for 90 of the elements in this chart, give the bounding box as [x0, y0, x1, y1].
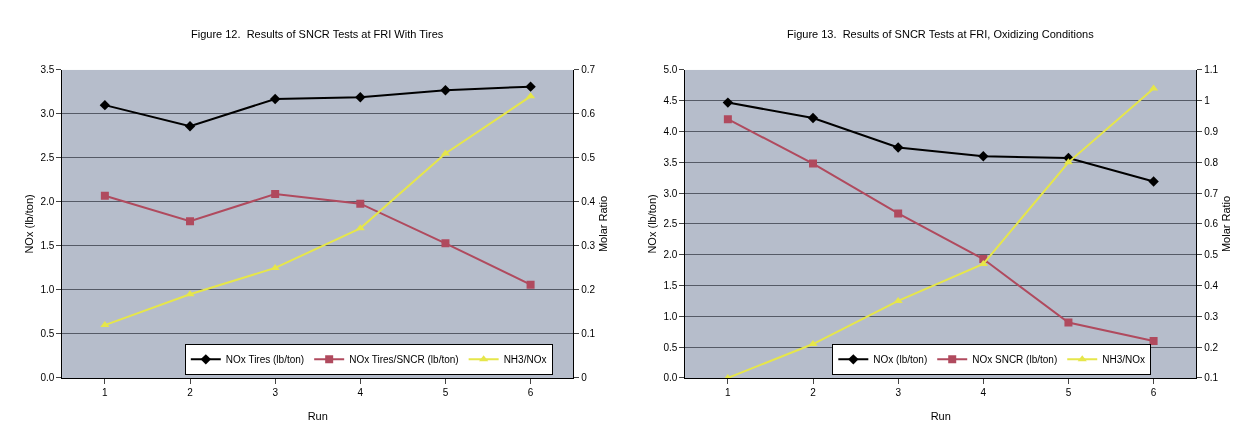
y2-axis-title: Molar Ratio: [1219, 195, 1232, 253]
point: [807, 112, 819, 124]
point: [440, 84, 451, 96]
y-tick-label: 3.0: [663, 187, 678, 199]
y2-tick-label: 0.3: [1204, 310, 1219, 322]
point: [809, 159, 818, 168]
point: [526, 280, 535, 289]
legend-label: NOx Tires/SNCR (lb/ton): [349, 354, 459, 366]
y-tick-label: 0.0: [663, 372, 678, 384]
y2-tick-label: 0.4: [581, 196, 596, 208]
point: [892, 142, 904, 153]
x-tick-label: 1: [725, 386, 732, 398]
point: [184, 121, 196, 132]
x-tick-label: 3: [272, 386, 279, 398]
x-axis-title: Run: [307, 410, 328, 423]
y2-tick-label: 0.1: [581, 328, 596, 340]
y2-tick-label: 1.1: [1204, 64, 1219, 76]
y2-tick-label: 0.3: [581, 240, 596, 252]
y2-tick-label: 0.7: [581, 64, 596, 76]
y2-tick-label: 0.2: [1204, 341, 1219, 353]
x-tick-label: 1: [102, 386, 109, 398]
y-tick-label: 1.5: [663, 280, 678, 292]
y-tick-label: 3.0: [40, 108, 55, 120]
x-tick-label: 4: [980, 386, 987, 398]
x-tick-label: 2: [187, 386, 194, 398]
chart-title: Figure 13. Results of SNCR Tests at FRI, Oxidizing Conditions: [787, 28, 1095, 40]
point: [441, 239, 450, 248]
point: [356, 199, 365, 208]
y-tick-label: 1.0: [663, 310, 678, 322]
point: [1149, 336, 1158, 345]
y-tick-label: 4.5: [663, 95, 678, 107]
y2-tick-label: 0.6: [1204, 218, 1219, 230]
x-tick-label: 2: [810, 386, 817, 398]
y-axis-title: NOx (lb/ton): [23, 194, 36, 254]
y2-tick-label: 0.8: [1204, 156, 1219, 168]
point: [355, 92, 366, 103]
point: [525, 81, 536, 92]
y2-tick-label: 0.7: [1204, 187, 1219, 199]
x-tick-label: 6: [1150, 386, 1157, 398]
y2-tick-label: 0.4: [1204, 280, 1219, 292]
legend-label: NH3/NOx: [503, 354, 547, 366]
point: [100, 191, 109, 200]
point: [100, 321, 110, 328]
point: [893, 296, 903, 303]
x-tick-label: 4: [357, 386, 364, 398]
y2-tick-label: 0.1: [1204, 372, 1219, 384]
legend-label: NOx (lb/ton): [873, 354, 928, 366]
legend-label: NOx SNCR (lb/ton): [972, 354, 1058, 366]
y-tick-label: 0.0: [40, 372, 55, 384]
y2-tick-label: 0.5: [1204, 249, 1219, 261]
legend-label: NOx Tires (lb/ton): [225, 354, 305, 366]
point: [978, 259, 988, 266]
y-tick-label: 0.5: [40, 328, 55, 340]
y2-tick-label: 1: [1204, 95, 1211, 107]
point: [978, 150, 989, 162]
x-tick-label: 5: [442, 386, 449, 398]
chart-title: Figure 12. Results of SNCR Tests at FRI With Tires: [191, 28, 444, 40]
point: [723, 115, 732, 124]
point: [1148, 176, 1159, 187]
y-tick-label: 2.0: [40, 196, 55, 208]
y2-tick-label: 0.6: [581, 108, 596, 120]
y-tick-label: 4.0: [663, 126, 678, 138]
point: [99, 99, 111, 111]
y-tick-label: 5.0: [663, 64, 678, 76]
y-tick-label: 2.0: [663, 249, 678, 261]
y2-tick-label: 0.9: [1204, 126, 1219, 138]
y-tick-label: 3.5: [40, 64, 55, 76]
y-tick-label: 0.5: [663, 341, 678, 353]
point: [271, 190, 280, 199]
x-tick-label: 6: [527, 386, 534, 398]
y2-axis-title: Molar Ratio: [596, 195, 609, 253]
x-tick-label: 5: [1065, 386, 1072, 398]
point: [722, 97, 734, 108]
point: [186, 217, 195, 226]
y-tick-label: 3.5: [663, 156, 678, 168]
y-axis-title: NOx (lb/ton): [646, 194, 659, 254]
point: [894, 209, 903, 218]
y-tick-label: 2.5: [663, 218, 678, 230]
y2-tick-label: 0: [581, 372, 588, 384]
y-tick-label: 1.5: [40, 240, 55, 252]
point: [1064, 318, 1073, 327]
y2-tick-label: 0.2: [581, 284, 596, 296]
y2-tick-label: 0.5: [581, 152, 596, 164]
y-tick-label: 2.5: [40, 152, 55, 164]
x-axis-title: Run: [930, 410, 951, 423]
point: [808, 340, 818, 347]
y-tick-label: 1.0: [40, 284, 55, 296]
x-tick-label: 3: [895, 386, 902, 398]
legend-label: NH3/NOx: [1102, 354, 1146, 366]
point: [269, 93, 281, 105]
